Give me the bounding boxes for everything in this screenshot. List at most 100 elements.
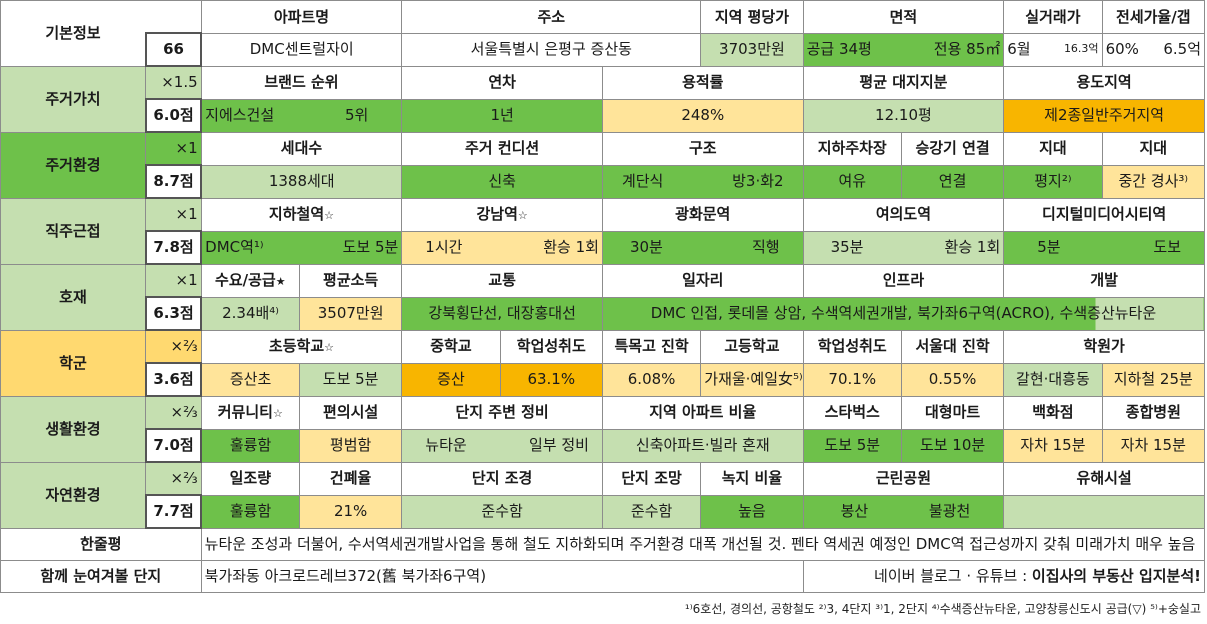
ratio-header: 지역 아파트 비율 xyxy=(601,395,804,430)
living-score: 7.0점 xyxy=(144,428,203,463)
jobs-infra-dev-value: DMC 인접, 롯데몰 상암, 수색역세권개발, 북가좌6구역(ACRO), 수… xyxy=(601,296,1206,331)
supply-value: 2.34배⁴⁾ xyxy=(200,296,300,331)
dmc-time: 5분 xyxy=(1037,238,1061,257)
m-achieve-header: 학업성취도 xyxy=(499,329,603,364)
address: 서울특별시 은평구 증산동 xyxy=(401,32,702,67)
school-value-row: 3.6점 증산초 도보 5분 증산 63.1% 6.08% 가재울·예일女⁵⁾ … xyxy=(1,362,1206,397)
land-header: 평균 대지지분 xyxy=(802,65,1005,100)
commute-label: 직주근접 xyxy=(0,197,147,265)
credit-name: 이집사의 부동산 입지분석! xyxy=(1031,567,1201,586)
park1-value: 봉산 xyxy=(840,502,869,521)
nature-score: 7.7점 xyxy=(144,494,203,529)
value-label: 주거가치 xyxy=(0,65,147,133)
park-values: 봉산 불광천 xyxy=(802,494,1005,529)
commute-multiplier: ×1 xyxy=(145,197,202,232)
value-header-row: 주거가치 ×1.5 브랜드 순위 연차 용적률 평균 대지지분 용도지역 xyxy=(0,65,1205,133)
terrain1-header: 지대 xyxy=(1003,131,1103,166)
around-values: 뉴타운 일부 정비 xyxy=(401,428,603,463)
develop-header-row: 호재 ×1 수요/공급★ 평균소득 교통 일자리 인프라 개발 xyxy=(0,263,1205,331)
middle-name: 증산 xyxy=(401,362,501,397)
develop-score: 6.3점 xyxy=(144,296,203,331)
sun-header: 일조량 xyxy=(200,461,300,496)
park2-value: 불광천 xyxy=(928,502,971,521)
nature-label: 자연환경 xyxy=(0,461,147,529)
jeonse-values: 60% 6.5억 xyxy=(1101,32,1206,67)
condition-value: 신축 xyxy=(401,164,603,199)
credit-prefix: 네이버 블로그 · 유튜브 : xyxy=(874,567,1032,586)
nature-value-row: 7.7점 훌륭함 21% 준수함 준수함 높음 봉산 불광천 xyxy=(1,494,1205,529)
gwanghwamun-values: 30분 직행 xyxy=(601,230,804,265)
area-header: 면적 xyxy=(802,0,1005,34)
around-name: 뉴타운 xyxy=(425,436,467,455)
elevator-value: 연결 xyxy=(900,164,1005,199)
special-value: 6.08% xyxy=(601,362,702,397)
elem-header: 초등학교☆ xyxy=(200,329,403,364)
middle-header: 중학교 xyxy=(401,329,501,364)
related-row: 함께 눈여겨볼 단지 북가좌동 아크로드레브372(舊 북가좌6구역) 네이버 … xyxy=(0,560,1206,593)
subway-header-text: 지하철역 xyxy=(268,205,325,224)
supply-header-text: 수요/공급 xyxy=(215,271,276,290)
income-value: 3507만원 xyxy=(298,296,403,331)
dept-value: 자차 15분 xyxy=(1003,428,1103,463)
gangnam-values: 1시간 환승 1회 xyxy=(401,230,603,265)
transport-header: 교통 xyxy=(401,263,603,298)
dev-header: 개발 xyxy=(1003,263,1205,298)
star-outline-icon: ☆ xyxy=(517,209,528,223)
related-text: 북가좌동 아크로드레브372(舊 북가좌6구역) xyxy=(200,560,804,593)
env-label: 주거환경 xyxy=(0,131,147,199)
summary-text: 뉴타운 조성과 더불어, 수서역세권개발사업을 통해 철도 지하화되며 주거환경… xyxy=(200,527,1206,561)
terrain2-header: 지대 xyxy=(1101,131,1206,166)
hazard-value xyxy=(1003,494,1205,529)
structure-header: 구조 xyxy=(601,131,804,166)
commute-value-row: 7.8점 DMC역¹⁾ 도보 5분 1시간 환승 1회 30분 직행 35분 환승 1회… xyxy=(1,230,1205,265)
footnote: ¹⁾6호선, 경의선, 공항철도 ²⁾3, 4단지 ³⁾1, 2단지 ⁴⁾수색증… xyxy=(684,602,1201,616)
gangnam-time: 1시간 xyxy=(425,238,463,257)
dmc-values: 5분 도보 xyxy=(1003,230,1205,265)
m-achieve-value: 63.1% xyxy=(499,362,603,397)
gangnam-header-text: 강남역 xyxy=(476,205,518,224)
h-achieve-value: 70.1% xyxy=(802,362,902,397)
around-header: 단지 주변 정비 xyxy=(401,395,603,430)
gwanghwamun-header: 광화문역 xyxy=(601,197,804,232)
trade-month: 6월 xyxy=(1007,40,1031,59)
star-outline-icon: ☆ xyxy=(324,209,334,223)
dmc-walk: 도보 xyxy=(1153,238,1181,257)
hospital-value: 자차 15분 xyxy=(1101,428,1206,463)
community-header: 커뮤니티☆ xyxy=(200,395,300,430)
apt-name: DMC센트럴자이 xyxy=(200,32,403,67)
summary-row: 한줄평 뉴타운 조성과 더불어, 수서역세권개발사업을 통해 철도 지하화되며 … xyxy=(0,527,1206,561)
yeouido-transfer: 환승 1회 xyxy=(944,238,1001,257)
gangnam-transfer: 환승 1회 xyxy=(543,238,599,257)
credit: 네이버 블로그 · 유튜브 : 이집사의 부동산 입지분석! xyxy=(802,560,1206,593)
special-header: 특목고 진학 xyxy=(601,329,702,364)
households-header: 세대수 xyxy=(200,131,403,166)
gwanghwamun-type: 직행 xyxy=(751,238,780,257)
condition-header: 주거 컨디션 xyxy=(401,131,603,166)
jeonse-header: 전세가율/갭 xyxy=(1101,0,1206,34)
park-header: 근린공원 xyxy=(802,461,1005,496)
land-value: 12.10평 xyxy=(802,98,1005,133)
star-outline-icon: ☆ xyxy=(272,407,283,421)
area-supply: 공급 34평 xyxy=(806,40,872,59)
year-header: 연차 xyxy=(401,65,603,100)
households-value: 1388세대 xyxy=(200,164,403,199)
basic-value-row: 66 DMC센트럴자이 서울특별시 은평구 증산동 3703만원 공급 34평 전… xyxy=(1,32,1206,67)
academy-name: 갈현·대흥동 xyxy=(1003,362,1103,397)
terrain1-value: 평지²⁾ xyxy=(1003,164,1103,199)
snu-value: 0.55% xyxy=(900,362,1005,397)
transport-value: 강북횡단선, 대장홍대선 xyxy=(401,296,603,331)
value-multiplier: ×1.5 xyxy=(145,65,202,100)
year-value: 1년 xyxy=(401,98,603,133)
h-achieve-header: 학업성취도 xyxy=(802,329,902,364)
develop-label: 호재 xyxy=(0,263,147,331)
evaluation-table: 기본정보 아파트명 주소 지역 평당가 면적 실거래가 전세가율/갭 66 DM… xyxy=(0,0,1206,593)
bcr-header: 건폐율 xyxy=(298,461,403,496)
high-header: 고등학교 xyxy=(700,329,804,364)
value-score: 6.0점 xyxy=(144,98,203,133)
nature-header-row: 자연환경 ×⅔ 일조량 건폐율 단지 조경 단지 조망 녹지 비율 근린공원 유… xyxy=(0,461,1205,529)
structure-values: 계단식 방3·화2 xyxy=(601,164,804,199)
gwanghwamun-time: 30분 xyxy=(629,238,663,257)
commute-header-row: 직주근접 ×1 지하철역☆ 강남역☆ 광화문역 여의도역 디지털미디어시티역 xyxy=(0,197,1205,265)
env-multiplier: ×1 xyxy=(145,131,202,166)
